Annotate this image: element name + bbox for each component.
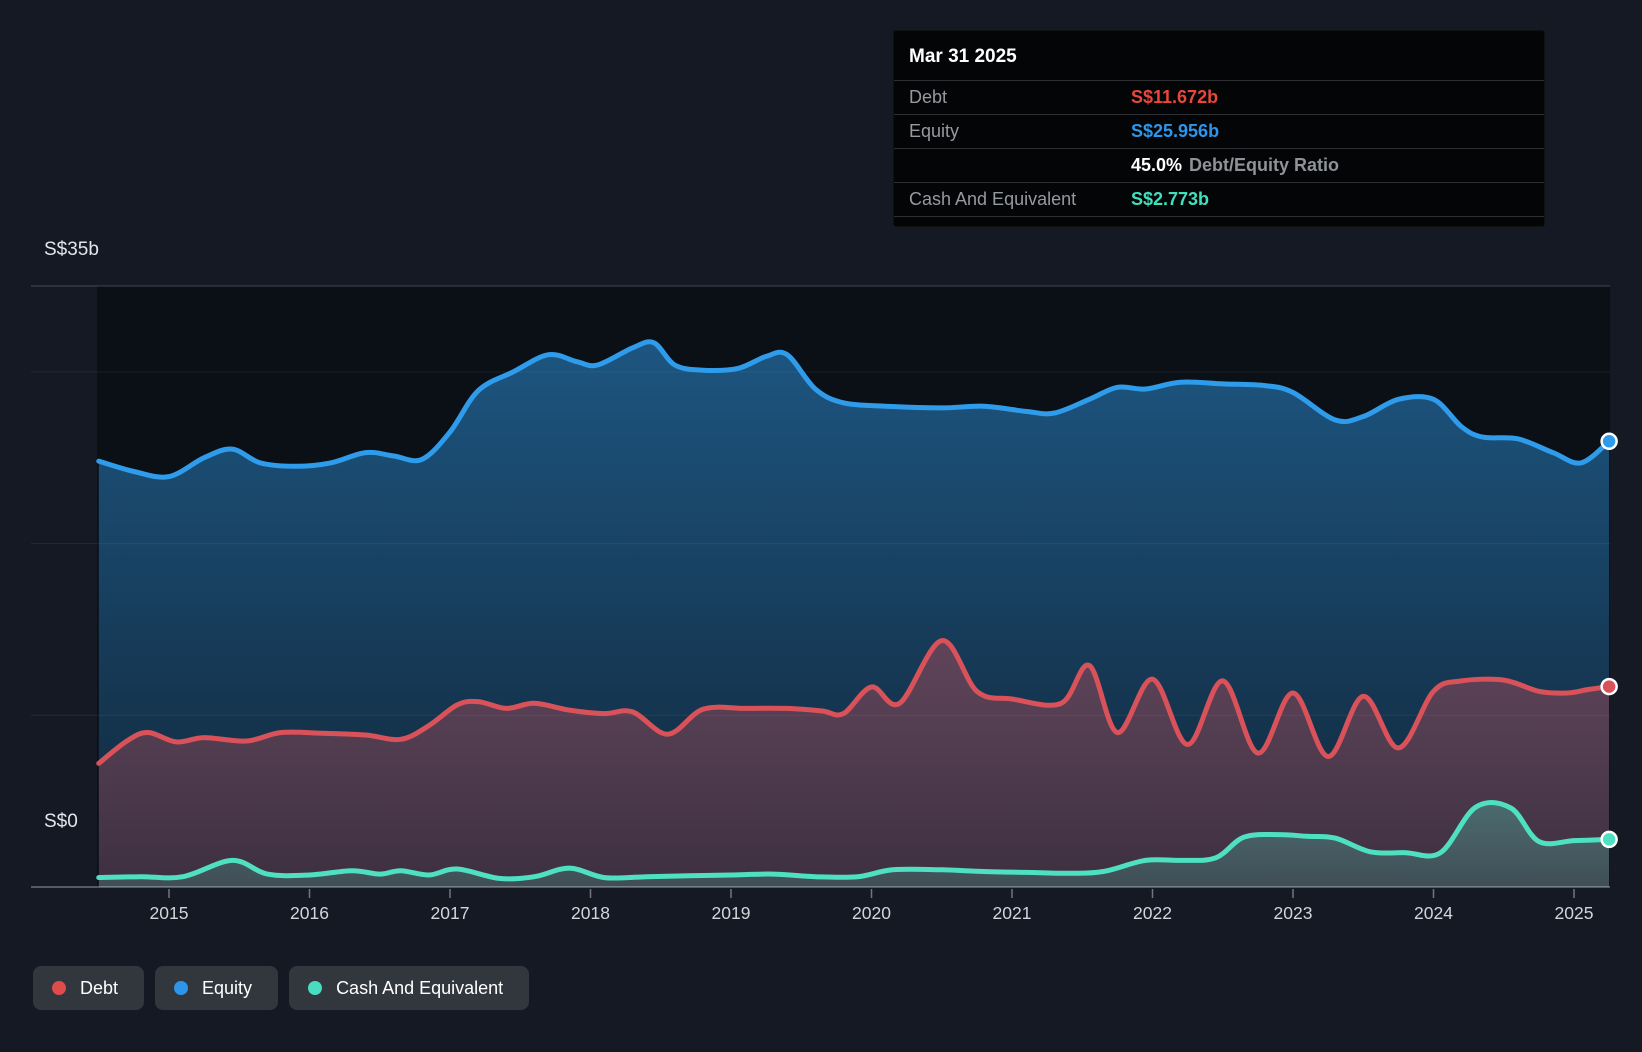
tooltip-row-cash: Cash And Equivalent S$2.773b (894, 183, 1544, 217)
tooltip-cash-label: Cash And Equivalent (909, 189, 1131, 210)
tooltip-ratio-value: 45.0% (1131, 155, 1182, 176)
x-axis-label-2021: 2021 (993, 903, 1032, 924)
x-axis-label-2015: 2015 (150, 903, 189, 924)
x-axis-label-2023: 2023 (1274, 903, 1313, 924)
x-axis-label-2024: 2024 (1414, 903, 1453, 924)
cash-series-dot-icon (308, 981, 322, 995)
x-axis-label-2022: 2022 (1133, 903, 1172, 924)
chart-tooltip: Mar 31 2025 Debt S$11.672b Equity S$25.9… (893, 30, 1545, 227)
x-axis-label-2025: 2025 (1555, 903, 1594, 924)
x-axis-label-2018: 2018 (571, 903, 610, 924)
equity-end-marker[interactable] (1602, 434, 1617, 449)
tooltip-row-ratio: 45.0% Debt/Equity Ratio (894, 149, 1544, 183)
tooltip-cash-value: S$2.773b (1131, 189, 1209, 210)
chart-legend: Debt Equity Cash And Equivalent (33, 966, 529, 1010)
x-axis-label-2020: 2020 (852, 903, 891, 924)
y-axis-zero-label: S$0 (44, 811, 78, 833)
debt-series-dot-icon (52, 981, 66, 995)
legend-item-cash[interactable]: Cash And Equivalent (289, 966, 529, 1010)
debt-end-marker[interactable] (1602, 679, 1617, 694)
x-axis-label-2017: 2017 (431, 903, 470, 924)
legend-item-equity[interactable]: Equity (155, 966, 278, 1010)
legend-debt-label: Debt (80, 978, 118, 999)
tooltip-row-equity: Equity S$25.956b (894, 114, 1544, 149)
tooltip-ratio-label: Debt/Equity Ratio (1189, 155, 1339, 176)
debt-equity-history-chart: S$35b S$0 2015 2016 2017 2018 2019 2020 2021 20… (0, 0, 1642, 1052)
legend-cash-label: Cash And Equivalent (336, 978, 503, 999)
tooltip-date: Mar 31 2025 (894, 31, 1544, 81)
tooltip-debt-label: Debt (909, 87, 1131, 108)
tooltip-debt-value: S$11.672b (1131, 87, 1218, 108)
cash-and-equivalent-end-marker[interactable] (1602, 832, 1617, 847)
tooltip-row-debt: Debt S$11.672b (894, 81, 1544, 114)
equity-series-dot-icon (174, 981, 188, 995)
legend-item-debt[interactable]: Debt (33, 966, 144, 1010)
tooltip-equity-label: Equity (909, 121, 1131, 142)
tooltip-equity-value: S$25.956b (1131, 121, 1219, 142)
x-axis-label-2016: 2016 (290, 903, 329, 924)
legend-equity-label: Equity (202, 978, 252, 999)
x-axis-label-2019: 2019 (712, 903, 751, 924)
y-axis-max-label: S$35b (44, 239, 99, 261)
